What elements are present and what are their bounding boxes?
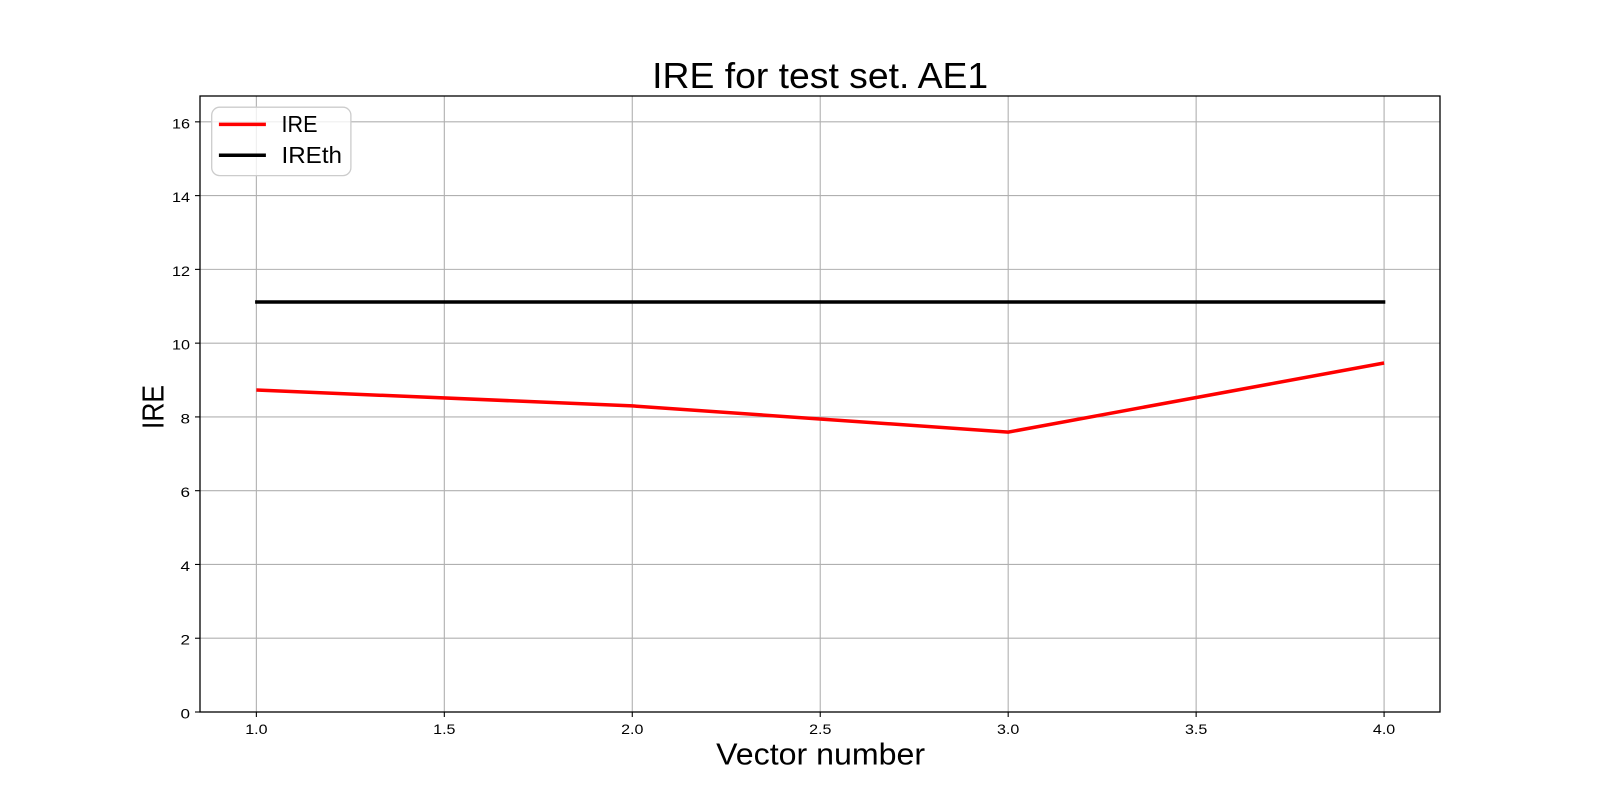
svg-text:1.0: 1.0 bbox=[245, 722, 267, 738]
svg-text:16: 16 bbox=[172, 116, 190, 132]
svg-text:12: 12 bbox=[172, 264, 190, 280]
svg-text:IREth: IREth bbox=[282, 142, 343, 168]
svg-text:Vector number: Vector number bbox=[716, 736, 925, 771]
svg-text:4.0: 4.0 bbox=[1373, 722, 1395, 738]
svg-text:2.5: 2.5 bbox=[809, 722, 831, 738]
svg-text:10: 10 bbox=[172, 338, 190, 354]
svg-text:2: 2 bbox=[181, 633, 191, 649]
svg-text:3.5: 3.5 bbox=[1185, 722, 1207, 738]
svg-text:8: 8 bbox=[181, 411, 191, 427]
svg-text:14: 14 bbox=[172, 190, 190, 206]
svg-text:0: 0 bbox=[181, 707, 191, 723]
svg-text:4: 4 bbox=[181, 559, 191, 575]
svg-text:IRE: IRE bbox=[282, 111, 318, 137]
svg-text:IRE: IRE bbox=[135, 385, 170, 429]
svg-text:3.0: 3.0 bbox=[997, 722, 1019, 738]
svg-text:IRE for test set. AE1: IRE for test set. AE1 bbox=[652, 55, 988, 96]
svg-text:6: 6 bbox=[181, 485, 191, 501]
svg-text:2.0: 2.0 bbox=[621, 722, 643, 738]
svg-text:1.5: 1.5 bbox=[433, 722, 455, 738]
